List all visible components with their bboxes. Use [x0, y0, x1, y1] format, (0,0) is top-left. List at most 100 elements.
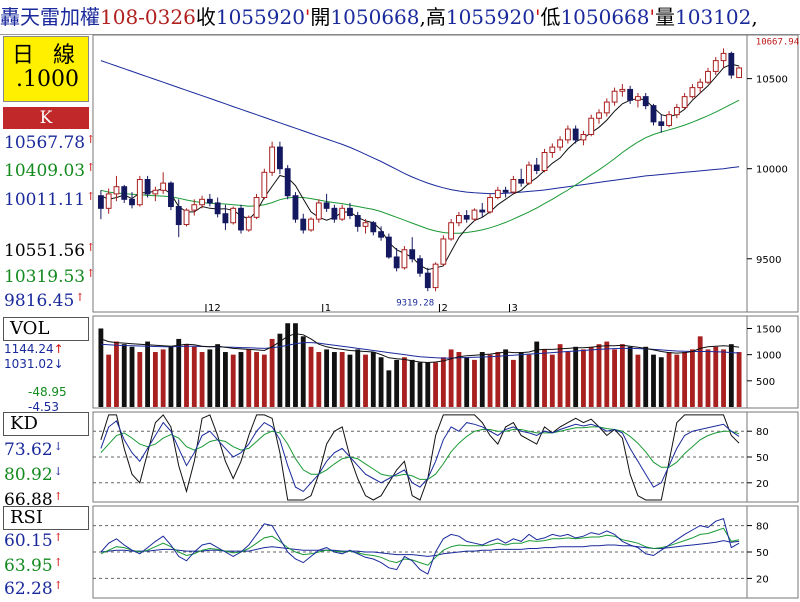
volume-bar-down: [728, 344, 734, 407]
candle-down: [409, 249, 416, 260]
candle-up: [526, 164, 532, 184]
volume-bar-down: [277, 333, 283, 407]
candle-down: [331, 207, 338, 220]
volume-bar-up: [542, 349, 547, 407]
candle-down: [627, 88, 634, 101]
candle-down: [533, 164, 540, 171]
volume-bar-down: [98, 328, 104, 407]
vol-tick-label: 1500: [756, 324, 781, 335]
candle-up: [580, 133, 587, 141]
rsi-label[interactable]: RSI: [3, 506, 89, 530]
indicator-value-text: 10567.78: [4, 133, 86, 153]
volume-bar-up: [199, 352, 205, 407]
indicator-value: 1031.02↓: [4, 357, 64, 371]
separator-comma: ,: [419, 5, 426, 29]
up-arrow-icon: ↑: [53, 556, 63, 569]
volume-bar-up: [106, 354, 112, 407]
indicator-value: 66.88↑: [4, 490, 63, 510]
volume-bar-down: [425, 362, 431, 407]
quote-header: 轟天雷加權108-0326收1055920'開1050668,高1055920'…: [0, 0, 800, 35]
volume-bar-down: [409, 359, 415, 407]
volume-bar-up: [557, 344, 563, 407]
volume-bar-down: [518, 352, 524, 407]
quote-date: 108-0326: [100, 5, 196, 29]
volume-bar-down: [347, 354, 353, 407]
kd-d-line: [100, 426, 740, 480]
pane-frame: [92, 34, 799, 313]
candle-down: [354, 215, 361, 227]
candle-down: [417, 258, 423, 274]
volume-bar-down: [417, 362, 423, 407]
volume-bar-down: [324, 349, 330, 407]
indicator-value: 62.28↑: [4, 579, 63, 599]
kd-label[interactable]: KD: [3, 412, 89, 436]
up-arrow-icon: ↑: [53, 342, 64, 356]
volume-bar-down: [168, 346, 174, 407]
date-tick-label: 12: [208, 303, 221, 314]
volume-bar-up: [635, 354, 641, 407]
up-arrow-icon: ↑: [53, 490, 63, 503]
volume-bar-up: [339, 352, 345, 407]
separator-mark: ': [304, 5, 311, 29]
pane-frame: [92, 411, 799, 503]
indicator-value-text: 1031.02: [4, 357, 54, 371]
candle-up: [401, 249, 408, 269]
candle-up: [673, 106, 680, 116]
candle-up: [230, 207, 237, 224]
indicator-value: 60.15↑: [4, 531, 63, 551]
indicator-value-text: 1144.24: [4, 342, 54, 356]
k-line-label[interactable]: K: [3, 107, 89, 129]
period-box[interactable]: 日 線 .1000: [3, 36, 89, 102]
vol-tick-label: 1000: [756, 351, 781, 362]
volume-bar-up: [736, 352, 742, 407]
date-tick-label: 1: [325, 303, 331, 314]
volume-bar-up: [619, 344, 625, 407]
up-arrow-icon: ↑: [86, 190, 96, 203]
low-label: 低: [540, 5, 561, 29]
indicator-value-text: 62.28: [4, 579, 53, 599]
volume-bar-up: [152, 352, 158, 407]
volume-bar-up: [269, 338, 275, 407]
volume-bar-up: [254, 352, 259, 407]
candle-down: [728, 52, 735, 76]
candle-down: [572, 128, 579, 141]
volume-bar-up: [612, 349, 617, 407]
volume-bar-up: [495, 352, 501, 407]
volume-bar-down: [651, 354, 656, 407]
indicator-value-text: 63.95: [4, 556, 53, 576]
price-tick-label: 10000: [756, 165, 788, 176]
price-tick-label: 9500: [756, 255, 781, 266]
price-tick-label: 10500: [756, 75, 788, 86]
candle-up: [557, 139, 564, 148]
volume-bar-up: [721, 349, 726, 407]
candle-up: [705, 70, 711, 83]
volume-bar-down: [386, 370, 392, 407]
separator-mark: ': [534, 5, 541, 29]
indicator-value: -4.53: [28, 400, 60, 414]
vol-label[interactable]: VOL: [3, 317, 89, 341]
candle-down: [129, 198, 135, 206]
candle-up: [245, 216, 252, 231]
candle-up: [510, 179, 517, 193]
candle-up: [456, 215, 462, 224]
candle-down: [214, 202, 221, 215]
indicator-value-text: 73.62: [4, 440, 53, 460]
rsi-tick-label: 80: [756, 522, 769, 533]
volume-bar-down: [285, 323, 291, 407]
up-arrow-icon: ↑: [53, 531, 63, 544]
candle-up: [261, 171, 268, 199]
ma-long-line: [100, 60, 740, 195]
volume-bar-up: [440, 357, 446, 407]
indicator-value: 9816.45↑: [4, 291, 85, 311]
extreme-price-label: 10667.94: [756, 37, 799, 47]
candle-down: [378, 231, 384, 238]
volume-bar-down: [293, 323, 298, 407]
volume-bar-down: [331, 352, 337, 407]
period-label: 日 線: [12, 43, 81, 68]
candle-up: [362, 222, 369, 227]
volume-bar-down: [370, 352, 376, 407]
volume-bar-down: [145, 341, 151, 407]
volume-bar-down: [223, 352, 228, 407]
indicator-value: -48.95: [28, 385, 67, 399]
